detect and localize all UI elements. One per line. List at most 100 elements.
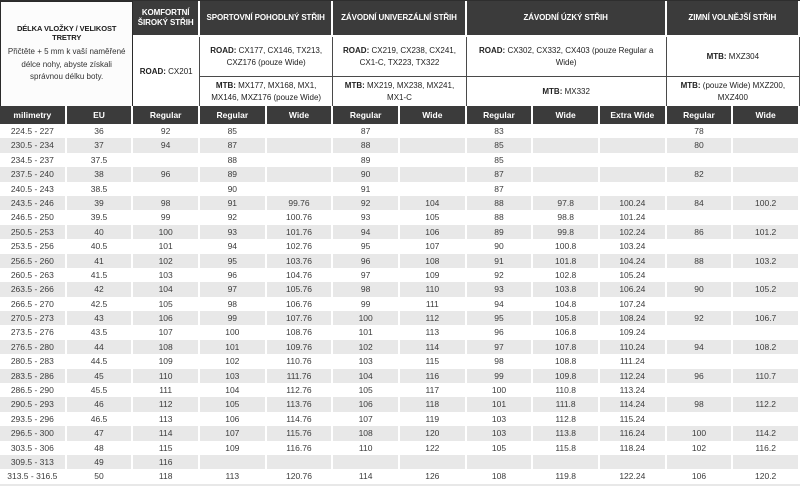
table-cell: 116 — [400, 368, 467, 384]
table-cell: 120 — [400, 426, 467, 441]
table-cell: 37.5 — [67, 152, 134, 168]
product-models-cell: MTB: MX332 — [466, 77, 667, 107]
table-cell: 105.2 — [733, 282, 800, 297]
table-cell: 263.5 - 266 — [0, 282, 67, 297]
table-cell: 44 — [67, 339, 134, 355]
column-header-row: milimetry EU Regular Regular Wide Regular Wide… — [0, 106, 800, 124]
table-cell: 103 — [333, 354, 400, 369]
table-cell: 99.76 — [267, 195, 334, 211]
table-cell: 98 — [667, 397, 734, 412]
table-cell: 104 — [133, 282, 200, 297]
table-cell: 106 — [667, 469, 734, 484]
table-cell: 114.24 — [600, 397, 667, 412]
table-cell: 93 — [200, 224, 267, 240]
table-cell: 116.24 — [600, 426, 667, 441]
table-cell: 296.5 - 300 — [0, 426, 67, 441]
table-cell: 313.5 - 316.5 — [0, 469, 67, 484]
table-cell: 113.24 — [600, 383, 667, 398]
table-cell: 46 — [67, 397, 134, 412]
fit-group-header: ZIMNÍ VOLNĚJŠÍ STŘIH — [666, 1, 800, 37]
table-cell: 102.24 — [600, 224, 667, 240]
table-cell: 94 — [200, 239, 267, 254]
table-cell: 38 — [67, 167, 134, 182]
table-cell: 87 — [200, 138, 267, 153]
table-cell: 109 — [133, 354, 200, 369]
table-cell: 98 — [133, 195, 200, 211]
product-model-list: CX177, CX146, TX213, CXZ176 (pouze Wide) — [226, 46, 323, 67]
table-cell: 113.76 — [267, 397, 334, 412]
table-cell — [400, 167, 467, 182]
table-cell — [600, 124, 667, 139]
table-cell — [600, 181, 667, 196]
table-cell: 39.5 — [67, 210, 134, 225]
table-row: 237.5 - 240 38 96 89 90 87 82 — [0, 167, 800, 182]
table-cell: 85 — [200, 124, 267, 139]
table-cell: 48 — [67, 440, 134, 455]
table-cell: 42.5 — [67, 296, 134, 312]
table-cell: 99.8 — [533, 224, 600, 240]
table-cell: 88 — [467, 210, 534, 225]
table-cell: 116 — [133, 454, 200, 470]
fit-group-header: KOMFORTNÍ ŠIROKÝ STŘIH — [133, 1, 200, 37]
table-cell — [667, 210, 734, 225]
table-cell: 100.24 — [600, 195, 667, 211]
table-cell: 114.76 — [267, 411, 334, 427]
table-cell: 89 — [467, 224, 534, 240]
table-cell: 108 — [133, 339, 200, 355]
table-cell: 276.5 - 280 — [0, 339, 67, 355]
table-cell: 293.5 - 296 — [0, 411, 67, 427]
table-cell: 101 — [133, 239, 200, 254]
fit-group-header: ZÁVODNÍ ÚZKÝ STŘIH — [466, 1, 667, 37]
product-model-list: MX332 — [562, 86, 590, 96]
title-cell: DÉLKA VLOŽKY / VELIKOST TRETRY Přičtěte … — [0, 1, 134, 107]
table-row: 256.5 - 260 41 102 95 103.76 96 108 91 101.8 104.… — [0, 253, 800, 268]
table-cell: 109 — [400, 267, 467, 283]
table-cell: 92 — [467, 267, 534, 283]
table-cell — [600, 167, 667, 182]
table-cell: 99 — [133, 210, 200, 225]
table-cell: 98.8 — [533, 210, 600, 225]
table-cell: 122 — [400, 440, 467, 455]
table-cell: 95 — [467, 311, 534, 326]
table-cell — [667, 354, 734, 369]
table-cell — [667, 267, 734, 283]
table-cell: 108.2 — [733, 339, 800, 355]
table-cell — [667, 325, 734, 340]
table-cell: 290.5 - 293 — [0, 397, 67, 412]
product-models-cell: ROAD: CX177, CX146, TX213, CXZ176 (pouze… — [199, 37, 334, 77]
table-cell: 309.5 - 313 — [0, 454, 67, 470]
table-cell — [667, 181, 734, 196]
table-cell: 100 — [467, 383, 534, 398]
table-cell: 115.76 — [267, 426, 334, 441]
fit-group-header: SPORTOVNÍ POHODLNÝ STŘIH — [199, 1, 334, 37]
table-cell: 101 — [467, 397, 534, 412]
table-cell: 101.8 — [533, 253, 600, 268]
table-cell: 260.5 - 263 — [0, 267, 67, 283]
table-cell: 116.2 — [733, 440, 800, 455]
table-cell: 103 — [467, 426, 534, 441]
product-models-cell: ROAD: CX302, CX332, CX403 (pouze Regular… — [466, 37, 667, 77]
table-cell: 100 — [333, 311, 400, 326]
table-cell — [267, 138, 334, 153]
table-cell: 96 — [667, 368, 734, 384]
product-model-list: CX302, CX332, CX403 (pouze Regular a Wid… — [505, 46, 654, 67]
table-cell: 93 — [467, 282, 534, 297]
table-cell: 87 — [467, 167, 534, 182]
table-cell: 119 — [400, 411, 467, 427]
table-row: 243.5 - 246 39 98 91 99.76 92 104 88 97.8 100.24 8… — [0, 195, 800, 211]
table-cell: 107.76 — [267, 311, 334, 326]
table-cell: 234.5 - 237 — [0, 152, 67, 168]
table-row: 303.5 - 306 48 115 109 116.76 110 122 105 115.8 1… — [0, 440, 800, 455]
table-cell: 98 — [333, 282, 400, 297]
table-cell: 266.5 - 270 — [0, 296, 67, 312]
product-models-cell: MTB: MXZ304 — [666, 37, 800, 77]
table-cell: 110.24 — [600, 339, 667, 355]
table-cell: 106.24 — [600, 282, 667, 297]
table-cell: 109.76 — [267, 339, 334, 355]
table-cell: 90 — [467, 239, 534, 254]
table-cell: 117 — [400, 383, 467, 398]
table-cell: 84 — [667, 195, 734, 211]
table-cell: 88 — [200, 152, 267, 168]
table-cell: 46.5 — [67, 411, 134, 427]
table-cell: 92 — [200, 210, 267, 225]
